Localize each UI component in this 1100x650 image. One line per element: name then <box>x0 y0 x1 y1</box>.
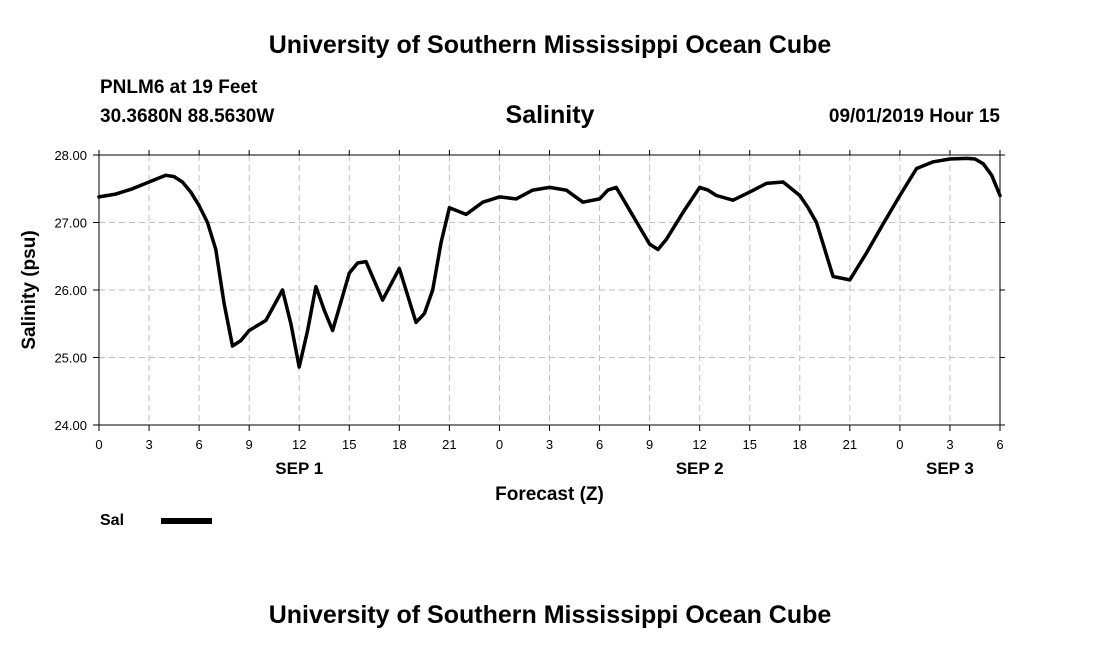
y-tick-label: 27.00 <box>54 216 87 231</box>
x-tick-label: 18 <box>392 437 406 452</box>
x-tick-label: 3 <box>546 437 553 452</box>
x-tick-label: 3 <box>946 437 953 452</box>
x-tick-label: 0 <box>95 437 102 452</box>
x-tick-label: 9 <box>646 437 653 452</box>
x-tick-label: 15 <box>742 437 756 452</box>
x-tick-label: 21 <box>442 437 456 452</box>
y-tick-label: 28.00 <box>54 148 87 163</box>
x-tick-label: 0 <box>896 437 903 452</box>
date-label: SEP 2 <box>676 459 724 478</box>
footer-title: University of Southern Mississippi Ocean… <box>268 601 832 629</box>
x-tick-label: 12 <box>292 437 306 452</box>
date-label: SEP 3 <box>926 459 974 478</box>
legend-label: Sal <box>100 512 124 529</box>
y-tick-label: 24.00 <box>54 418 87 433</box>
x-tick-label: 21 <box>843 437 857 452</box>
x-tick-label: 0 <box>496 437 503 452</box>
coordinates-label: 30.3680N 88.5630W <box>100 106 275 127</box>
station-label: PNLM6 at 19 Feet <box>100 77 258 98</box>
x-tick-label: 12 <box>692 437 706 452</box>
x-tick-label: 6 <box>596 437 603 452</box>
x-tick-label: 6 <box>996 437 1003 452</box>
datetime-label: 09/01/2019 Hour 15 <box>828 106 1000 127</box>
date-label: SEP 1 <box>275 459 323 478</box>
x-axis-title: Forecast (Z) <box>495 484 604 505</box>
x-tick-label: 9 <box>246 437 253 452</box>
page-title: University of Southern Mississippi Ocean… <box>268 31 832 59</box>
x-tick-label: 6 <box>195 437 202 452</box>
y-axis-title: Salinity (psu) <box>19 230 40 349</box>
x-tick-label: 18 <box>793 437 807 452</box>
x-tick-label: 15 <box>342 437 356 452</box>
series-line-sal <box>97 156 1002 369</box>
chart-title: Salinity <box>505 101 595 129</box>
x-tick-label: 3 <box>145 437 152 452</box>
y-tick-label: 26.00 <box>54 283 87 298</box>
y-tick-label: 25.00 <box>54 351 87 366</box>
